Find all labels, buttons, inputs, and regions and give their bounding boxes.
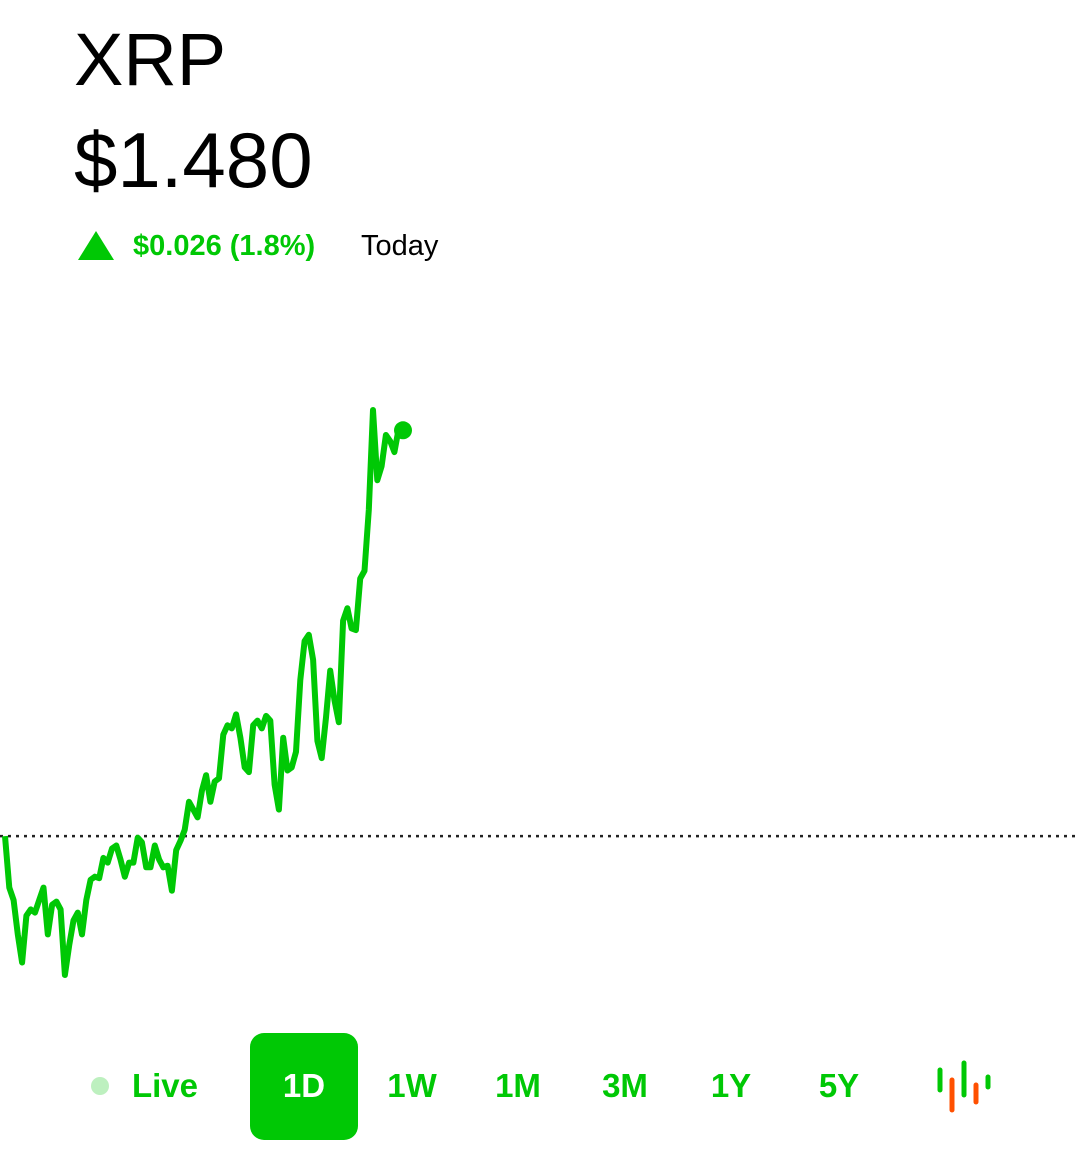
range-option[interactable]: 5Y <box>819 1067 859 1104</box>
chart-type-icon[interactable] <box>937 1060 991 1113</box>
price-line <box>2 407 405 978</box>
range-option[interactable]: 1Y <box>711 1067 751 1104</box>
range-option[interactable]: 3M <box>602 1067 648 1104</box>
up-arrow <box>78 231 114 260</box>
range-option[interactable]: Live <box>132 1067 198 1104</box>
range-option[interactable]: 1D <box>283 1067 325 1104</box>
chart <box>0 407 1080 978</box>
range-option[interactable]: 1M <box>495 1067 541 1104</box>
current-point <box>394 421 412 440</box>
price: $1.480 <box>74 116 313 204</box>
symbol: XRP <box>74 18 226 101</box>
change: $0.026 (1.8%) <box>133 230 315 262</box>
period: Today <box>361 230 439 262</box>
selected-range <box>250 1033 358 1140</box>
live-dot <box>91 1077 109 1095</box>
range-option[interactable]: 1W <box>387 1067 437 1104</box>
range-selector: Live 1D 1W 1M 3M 1Y 5Y <box>91 1033 859 1140</box>
